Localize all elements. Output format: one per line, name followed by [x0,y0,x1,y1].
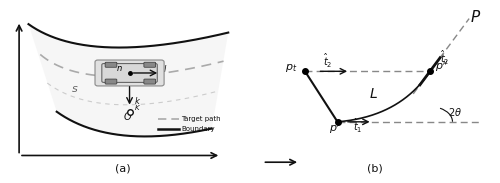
Text: $L$: $L$ [370,87,378,101]
Text: $2\theta$: $2\theta$ [448,106,462,118]
Text: $K$: $K$ [134,103,141,112]
FancyBboxPatch shape [144,79,156,84]
FancyBboxPatch shape [105,79,117,84]
Text: $p''$: $p''$ [435,59,449,74]
Text: $p_t$: $p_t$ [285,62,298,74]
Text: $p'$: $p'$ [329,121,341,136]
FancyBboxPatch shape [144,62,156,67]
Text: (a): (a) [114,164,130,174]
Text: $l$: $l$ [163,63,167,74]
Text: $k$: $k$ [134,95,141,106]
Text: $n$: $n$ [116,64,122,73]
Text: Target path: Target path [181,116,221,122]
FancyBboxPatch shape [102,64,158,82]
Text: $\hat{t}_2$: $\hat{t}_2$ [440,49,450,67]
Text: (b): (b) [367,164,383,174]
Text: $\hat{t}_2$: $\hat{t}_2$ [323,52,332,70]
Text: $s$: $s$ [71,83,78,94]
Text: $O$: $O$ [122,110,132,122]
Text: $\hat{t}_1$: $\hat{t}_1$ [352,117,362,135]
FancyBboxPatch shape [95,60,164,86]
Polygon shape [28,24,228,137]
Text: Boundary: Boundary [181,126,215,132]
FancyBboxPatch shape [105,62,117,67]
Text: $P$: $P$ [470,10,481,25]
